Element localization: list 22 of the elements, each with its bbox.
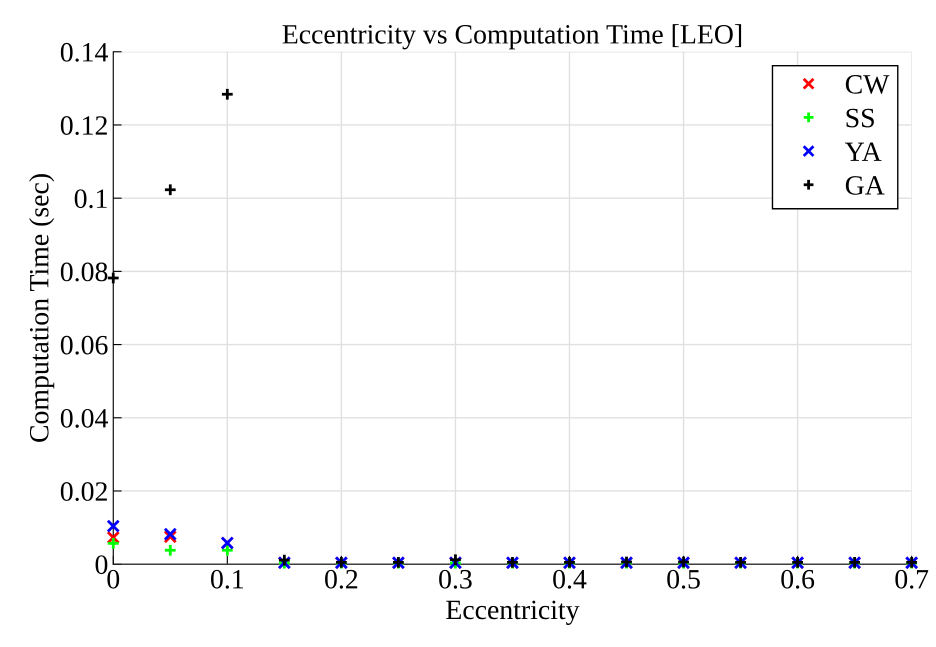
y-tick-label: 0.14 bbox=[60, 42, 108, 62]
y-tick-label: 0.02 bbox=[60, 482, 107, 502]
y-tick-label: 0.1 bbox=[74, 189, 107, 208]
x-tick-label: 0.7 bbox=[895, 570, 928, 589]
x-tick-label: 0.4 bbox=[553, 570, 586, 589]
y-axis-title: Computation Time (sec) bbox=[29, 174, 54, 442]
x-tick-label: 0.6 bbox=[781, 570, 814, 589]
x-tick-label: 0.1 bbox=[211, 570, 244, 589]
legend-label: YA bbox=[845, 142, 882, 161]
chart-title: Eccentricity vs Computation Time [LEO] bbox=[282, 24, 742, 50]
legend-label: GA bbox=[846, 176, 885, 195]
y-tick-label: 0.08 bbox=[60, 262, 108, 282]
y-tick-label: 0.06 bbox=[60, 336, 108, 355]
x-tick-label: 0.3 bbox=[439, 570, 472, 589]
y-tick-label: 0 bbox=[96, 555, 108, 574]
y-tick-label: 0.12 bbox=[60, 116, 107, 135]
legend-label: CW bbox=[846, 75, 890, 94]
x-tick-label: 0.5 bbox=[667, 570, 700, 589]
legend-label: SS bbox=[846, 108, 874, 128]
y-tick-label: 0.04 bbox=[60, 408, 108, 428]
x-tick-label: 0.2 bbox=[325, 570, 358, 589]
x-axis-title: Eccentricity bbox=[446, 600, 580, 625]
